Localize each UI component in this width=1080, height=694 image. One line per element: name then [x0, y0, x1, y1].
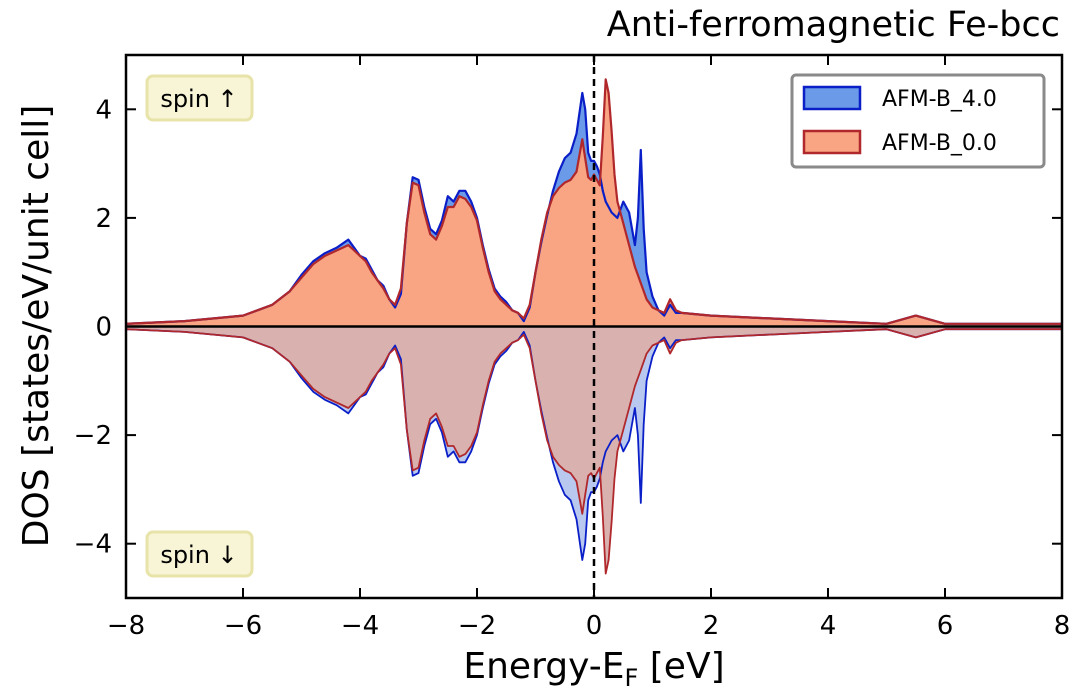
legend-label-afm-b-4: AFM-B_4.0: [882, 87, 997, 112]
x-tick-label: 4: [820, 611, 837, 641]
x-tick-label: −2: [458, 611, 496, 641]
spin-down-badge: spin ↓: [145, 530, 254, 578]
y-tick-label: −2: [74, 421, 112, 451]
y-tick-label: 0: [95, 313, 112, 343]
x-tick-label: 0: [586, 611, 603, 641]
axis-ticks: −8 −6 −4 −2 0 2 4 6 8 −4 −2 0 2 4: [74, 55, 1071, 641]
x-tick-label: −8: [107, 611, 145, 641]
spin-up-label: spin ↑: [160, 85, 237, 113]
y-axis-title: DOS [states/eV/unit cell]: [16, 105, 57, 548]
chart-title: Anti-ferromagnetic Fe-bcc: [607, 5, 1060, 45]
x-tick-label: 8: [1054, 611, 1071, 641]
x-axis-title-subscript: F: [625, 664, 639, 692]
x-axis-title: Energy-EF [eV]: [463, 646, 724, 692]
x-tick-label: 6: [937, 611, 954, 641]
spin-down-badge-box: [145, 530, 254, 578]
legend-swatch-afm-b-4: [802, 85, 862, 111]
spin-up-badge: spin ↑: [145, 74, 254, 122]
legend-label-afm-b-0: AFM-B_0.0: [882, 131, 997, 156]
line-afm-b-4-spin-down: [125, 328, 1062, 561]
y-tick-label: 2: [95, 204, 112, 234]
x-axis-title-unit: [eV]: [638, 646, 724, 687]
line-afm-b-0-spin-down: [125, 328, 1062, 575]
spin-up-badge-box: [145, 74, 254, 122]
x-tick-label: 2: [703, 611, 720, 641]
x-axis-title-main: Energy-E: [463, 646, 624, 687]
line-afm-b-0-spin-up: [125, 78, 1062, 325]
legend-swatch-afm-b-0: [802, 129, 862, 155]
spin-down-label: spin ↓: [160, 541, 237, 569]
y-tick-label: 4: [95, 95, 112, 125]
area-afm-b-0-spin-down: [126, 326, 1062, 574]
plot-area: [125, 55, 1062, 598]
x-tick-label: −6: [224, 611, 262, 641]
y-tick-label: −4: [74, 530, 112, 560]
x-tick-label: −4: [341, 611, 379, 641]
legend: AFM-B_4.0 AFM-B_0.0: [790, 73, 1046, 169]
